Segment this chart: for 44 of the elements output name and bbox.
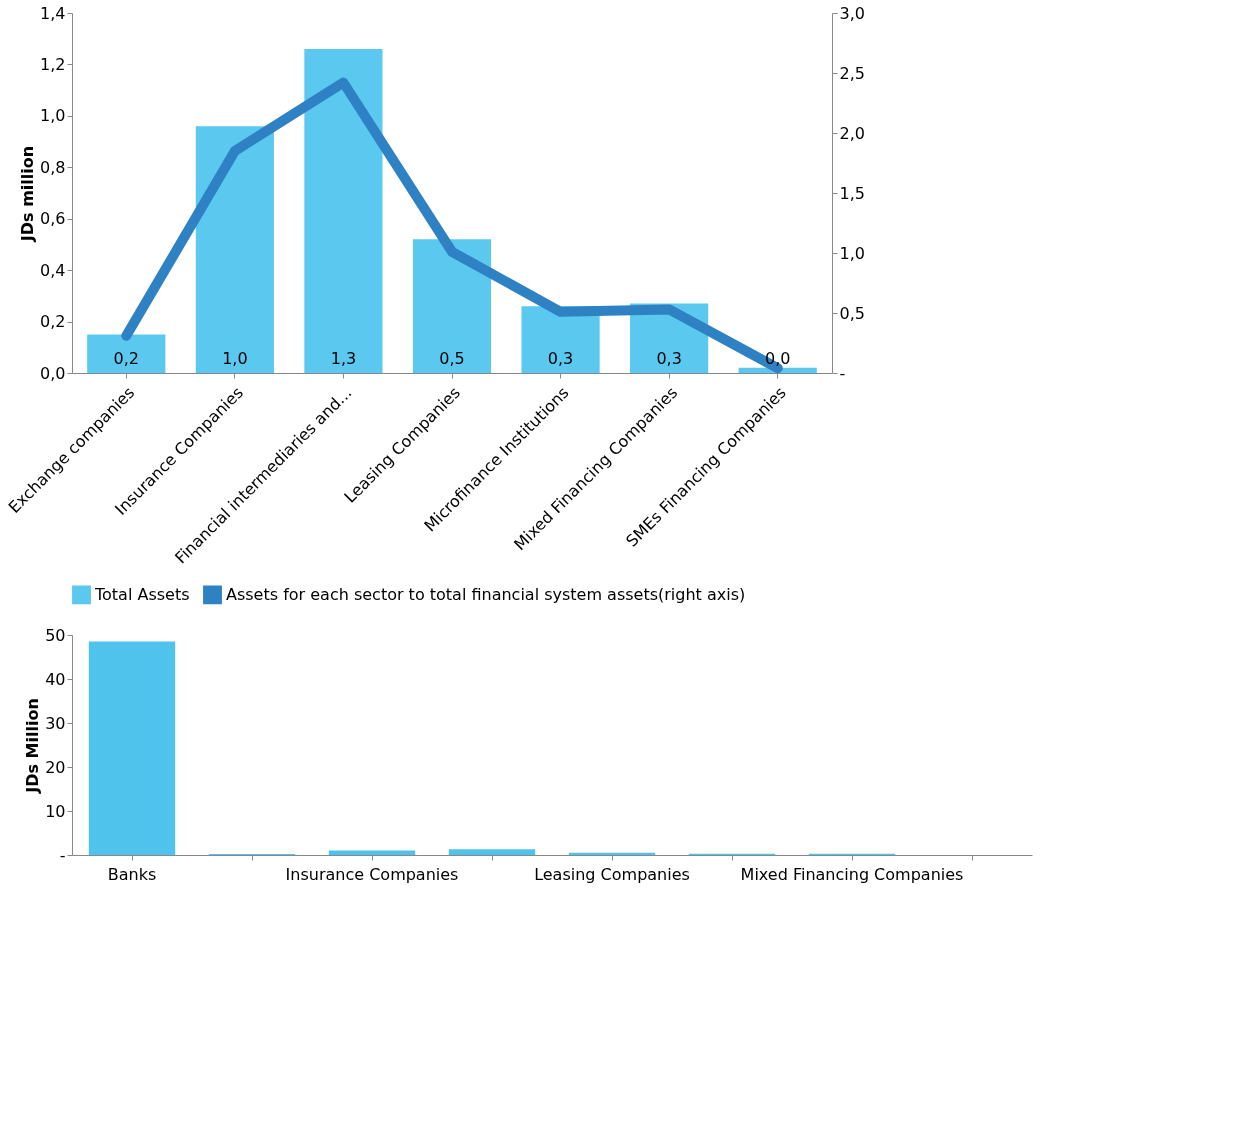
data-label: 1,0 [222,349,248,368]
y-tick-label: - [59,845,66,865]
y-axis-title: JDs million [18,145,38,243]
y-tick-label: 1,4 [40,3,66,23]
y-tick-label: 0,2 [40,312,66,332]
y-tick-label: 30 [45,713,66,733]
y2-tick-label: 1,5 [839,183,865,203]
y2-tick-label: - [839,363,846,383]
bar [568,852,656,855]
bar [195,126,274,373]
y-tick-label: 20 [45,757,66,777]
x-tick-label: Banks [107,864,157,884]
y-tick-label: 40 [45,669,66,689]
y-tick-label: 0,6 [40,209,66,229]
y2-tick-label: 2,5 [839,63,865,83]
y2-tick-label: 1,0 [839,243,865,263]
data-label: 0,3 [547,349,574,368]
x-tick-label: Leasing Companies [534,864,690,884]
y-axis-title: JDs Million [23,698,43,794]
bar [87,334,166,373]
y-tick-label: 0,4 [40,260,66,280]
y-tick-label: 1,0 [40,106,66,126]
bar [412,239,492,373]
x-tick-label: Mixed Financing Companies [740,864,964,884]
x-tick-label: Insurance Companies [285,864,459,884]
bar [304,49,383,373]
y2-tick-label: 0,5 [839,303,865,323]
bar [328,850,416,855]
data-label: 0,3 [656,349,682,368]
data-label: 0,0 [764,349,791,368]
y2-tick-label: 3,0 [839,3,865,23]
y-tick-label: 50 [45,625,66,645]
legend-label: Total Assets [94,584,190,604]
bar [88,641,176,855]
y2-tick-label: 2,0 [839,123,865,143]
y-tick-label: 0,0 [40,363,66,383]
bar [448,849,536,855]
y-tick-label: 1,2 [40,54,66,74]
legend-label: Assets for each sector to total financial system assets(right axis) [226,584,746,604]
y-tick-label: 0,8 [40,157,66,177]
y-tick-label: 10 [45,801,66,821]
data-label: 0,2 [113,349,140,368]
data-label: 0,5 [439,349,465,368]
data-label: 1,3 [330,349,357,368]
